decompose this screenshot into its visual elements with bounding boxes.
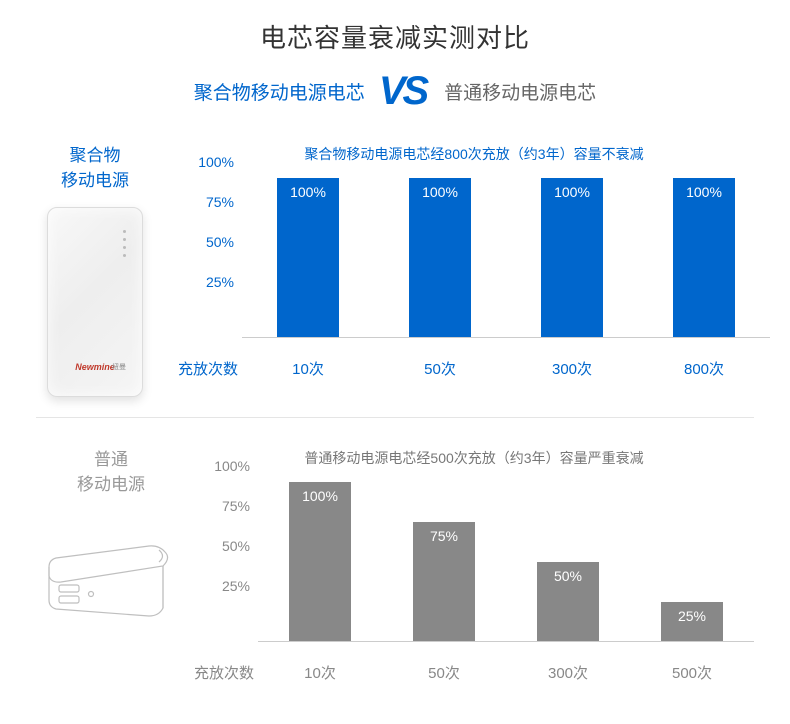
x-tick: 300次 <box>541 358 603 379</box>
vs-right-label: 普通移动电源电芯 <box>444 78 596 105</box>
generic-plot: 100% 75% 50% 25% <box>258 482 754 642</box>
main-title: 电芯容量衰减实测对比 <box>0 18 790 55</box>
device-brand: Newmine <box>48 362 142 372</box>
vs-row: 聚合物移动电源电芯 VS 普通移动电源电芯 <box>0 69 790 114</box>
x-tick: 10次 <box>277 358 339 379</box>
polymer-side-label: 聚合物 移动电源 <box>20 144 170 193</box>
vs-badge: VS <box>379 69 426 114</box>
bar: 75% <box>413 482 475 641</box>
generic-left-col: 普通 移动电源 <box>36 448 186 683</box>
bar: 100% <box>673 178 735 337</box>
polymer-bars: 100% 100% 100% 100% <box>242 178 770 337</box>
bar-value: 75% <box>430 522 458 544</box>
generic-side-label-line2: 移动电源 <box>77 475 145 494</box>
y-tick: 25% <box>222 578 250 594</box>
x-tick: 10次 <box>289 662 351 683</box>
bar-value: 100% <box>554 178 590 200</box>
polymer-x-label: 充放次数 <box>178 358 242 379</box>
generic-y-axis: 100% 75% 50% 25% <box>194 482 258 642</box>
generic-x-row: 充放次数 10次 50次 300次 500次 <box>194 662 754 683</box>
bar-value: 50% <box>554 562 582 584</box>
x-tick: 300次 <box>537 662 599 683</box>
section-polymer: 聚合物 移动电源 Newmine 纽曼 聚合物移动电源电芯经800次充放（约3年… <box>0 114 790 417</box>
bar: 50% <box>537 482 599 641</box>
generic-x-ticks: 10次 50次 300次 500次 <box>258 662 754 683</box>
header: 电芯容量衰减实测对比 聚合物移动电源电芯 VS 普通移动电源电芯 <box>0 0 790 114</box>
device-brand-sub: 纽曼 <box>112 362 126 372</box>
x-tick: 50次 <box>409 358 471 379</box>
polymer-chart-title: 聚合物移动电源电芯经800次充放（约3年）容量不衰减 <box>178 144 770 164</box>
section-generic: 普通 移动电源 普通移动电源电芯经500次充放（约3年）容量严重衰减 100% <box>36 417 754 703</box>
bar-value: 100% <box>686 178 722 200</box>
polymer-chart: 聚合物移动电源电芯经800次充放（约3年）容量不衰减 100% 75% 50% … <box>170 144 770 397</box>
generic-side-label: 普通 移动电源 <box>36 448 186 497</box>
generic-side-label-line1: 普通 <box>94 450 128 469</box>
y-tick: 75% <box>222 498 250 514</box>
y-tick: 25% <box>206 274 234 290</box>
bar-value: 100% <box>290 178 326 200</box>
generic-chart-title: 普通移动电源电芯经500次充放（约3年）容量严重衰减 <box>194 448 754 468</box>
bar: 100% <box>277 178 339 337</box>
polymer-x-row: 充放次数 10次 50次 300次 800次 <box>178 358 770 379</box>
polymer-chart-area: 100% 75% 50% 25% 100% 100% 100% 100% <box>178 178 770 338</box>
bar: 100% <box>409 178 471 337</box>
y-tick: 75% <box>206 194 234 210</box>
y-tick: 100% <box>198 154 234 170</box>
polymer-x-ticks: 10次 50次 300次 800次 <box>242 358 770 379</box>
bar-value: 100% <box>422 178 458 200</box>
polymer-device-icon: Newmine 纽曼 <box>20 207 170 397</box>
y-tick: 50% <box>222 538 250 554</box>
polymer-side-label-line1: 聚合物 <box>70 146 121 165</box>
bar: 25% <box>661 482 723 641</box>
x-tick: 800次 <box>673 358 735 379</box>
bar: 100% <box>541 178 603 337</box>
polymer-side-label-line2: 移动电源 <box>61 171 129 190</box>
bar: 100% <box>289 482 351 641</box>
generic-chart-area: 100% 75% 50% 25% 100% 75% 50% 25% <box>194 482 754 642</box>
vs-left-label: 聚合物移动电源电芯 <box>194 78 365 105</box>
y-tick: 50% <box>206 234 234 250</box>
polymer-left-col: 聚合物 移动电源 Newmine 纽曼 <box>20 144 170 397</box>
generic-bars: 100% 75% 50% 25% <box>258 482 754 641</box>
x-tick: 50次 <box>413 662 475 683</box>
polymer-plot: 100% 100% 100% 100% <box>242 178 770 338</box>
y-tick: 100% <box>214 458 250 474</box>
generic-device-icon <box>36 512 186 622</box>
bar-value: 25% <box>678 602 706 624</box>
generic-x-label: 充放次数 <box>194 662 258 683</box>
polymer-y-axis: 100% 75% 50% 25% <box>178 178 242 338</box>
bar-value: 100% <box>302 482 338 504</box>
x-tick: 500次 <box>661 662 723 683</box>
generic-chart: 普通移动电源电芯经500次充放（约3年）容量严重衰减 100% 75% 50% … <box>186 448 754 683</box>
